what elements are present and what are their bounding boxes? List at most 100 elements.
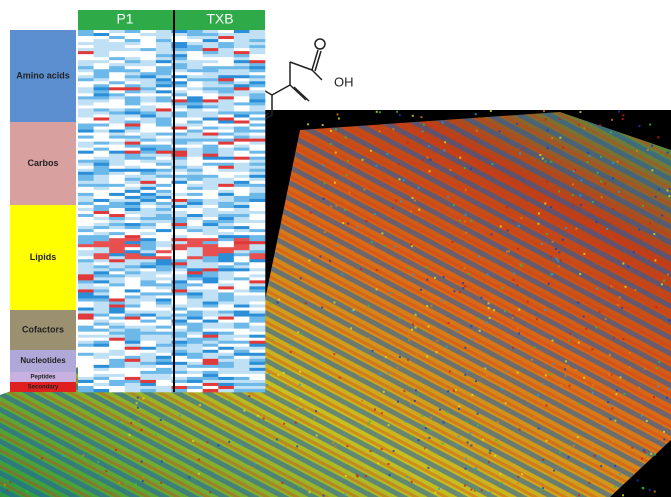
point (619, 473, 621, 475)
point (464, 285, 466, 287)
heatmap-cell (140, 371, 156, 374)
point (578, 342, 580, 344)
heatmap-cell (125, 105, 141, 108)
point (155, 434, 157, 436)
heatmap-cell (203, 298, 219, 301)
heatmap-cell (218, 163, 234, 166)
heatmap-cell (203, 90, 219, 93)
heatmap-cell (94, 329, 110, 332)
heatmap-cell (156, 380, 172, 383)
heatmap-cell (109, 157, 125, 160)
heatmap-cell (203, 39, 219, 42)
heatmap-cell (234, 247, 250, 250)
point (490, 110, 492, 112)
heatmap-cell (234, 157, 250, 160)
heatmap-cell (109, 292, 125, 295)
point (471, 338, 473, 340)
point (368, 304, 370, 306)
heatmap-cell (125, 295, 141, 298)
point (198, 459, 200, 461)
point (601, 196, 603, 198)
point (583, 316, 585, 318)
heatmap-cell (203, 60, 219, 63)
heatmap-cell (187, 226, 203, 229)
heatmap-cell (249, 317, 265, 320)
heatmap-cell (218, 344, 234, 347)
point (625, 286, 627, 288)
heatmap-cell (109, 90, 125, 93)
heatmap-cell (125, 341, 141, 344)
heatmap-cell (125, 298, 141, 301)
heatmap-cell (140, 389, 156, 392)
point (252, 467, 254, 469)
heatmap-cell (156, 317, 172, 320)
heatmap-cell (78, 36, 94, 39)
heatmap-cell (218, 329, 234, 332)
heatmap-cell (109, 302, 125, 305)
point (568, 456, 570, 458)
heatmap-cell (249, 66, 265, 69)
heatmap-cell (203, 217, 219, 220)
heatmap-cell (140, 205, 156, 208)
heatmap-cell (187, 347, 203, 350)
heatmap-cell (187, 178, 203, 181)
heatmap-cell (94, 229, 110, 232)
point (451, 241, 453, 243)
heatmap-cell (249, 78, 265, 81)
heatmap-cell (125, 184, 141, 187)
heatmap-cell (109, 247, 125, 250)
heatmap-cell (78, 39, 94, 42)
heatmap-cell (78, 289, 94, 292)
heatmap-cell (156, 271, 172, 274)
point (455, 389, 457, 391)
heatmap-cell (78, 326, 94, 329)
heatmap-cell (140, 78, 156, 81)
heatmap-cell (203, 235, 219, 238)
heatmap-cell (125, 238, 141, 241)
heatmap-cell (78, 217, 94, 220)
heatmap-cell (94, 96, 110, 99)
heatmap-cell (140, 238, 156, 241)
point (579, 194, 581, 196)
heatmap-cell (109, 250, 125, 253)
heatmap-cell (156, 63, 172, 66)
heatmap-cell (140, 145, 156, 148)
point (465, 214, 467, 216)
heatmap-cell (125, 199, 141, 202)
point (447, 390, 449, 392)
heatmap-cell (78, 347, 94, 350)
heatmap-cell (156, 350, 172, 353)
heatmap-cell (140, 214, 156, 217)
point (663, 431, 665, 433)
heatmap-cell (125, 127, 141, 130)
point (475, 489, 477, 491)
heatmap-cell (218, 317, 234, 320)
heatmap-cell (78, 33, 94, 36)
heatmap-cell (203, 63, 219, 66)
heatmap-cell (156, 338, 172, 341)
heatmap-cell (218, 235, 234, 238)
heatmap-cell (187, 223, 203, 226)
heatmap-cell (109, 329, 125, 332)
heatmap-cell (218, 271, 234, 274)
heatmap-cell (125, 208, 141, 211)
heatmap-cell (234, 326, 250, 329)
heatmap-cell (109, 350, 125, 353)
heatmap-cell (249, 302, 265, 305)
point (426, 156, 428, 158)
heatmap-cell (94, 211, 110, 214)
heatmap-cell (218, 184, 234, 187)
heatmap-cell (109, 356, 125, 359)
heatmap-cell (234, 229, 250, 232)
heatmap-cell (78, 208, 94, 211)
heatmap-cell (140, 323, 156, 326)
heatmap-cell (125, 172, 141, 175)
heatmap-cell (249, 36, 265, 39)
point (663, 438, 665, 440)
heatmap-cell (109, 377, 125, 380)
point (428, 325, 430, 327)
group-label: Secondary (28, 385, 59, 391)
heatmap-cell (203, 323, 219, 326)
heatmap-cell (78, 75, 94, 78)
point (429, 170, 431, 172)
